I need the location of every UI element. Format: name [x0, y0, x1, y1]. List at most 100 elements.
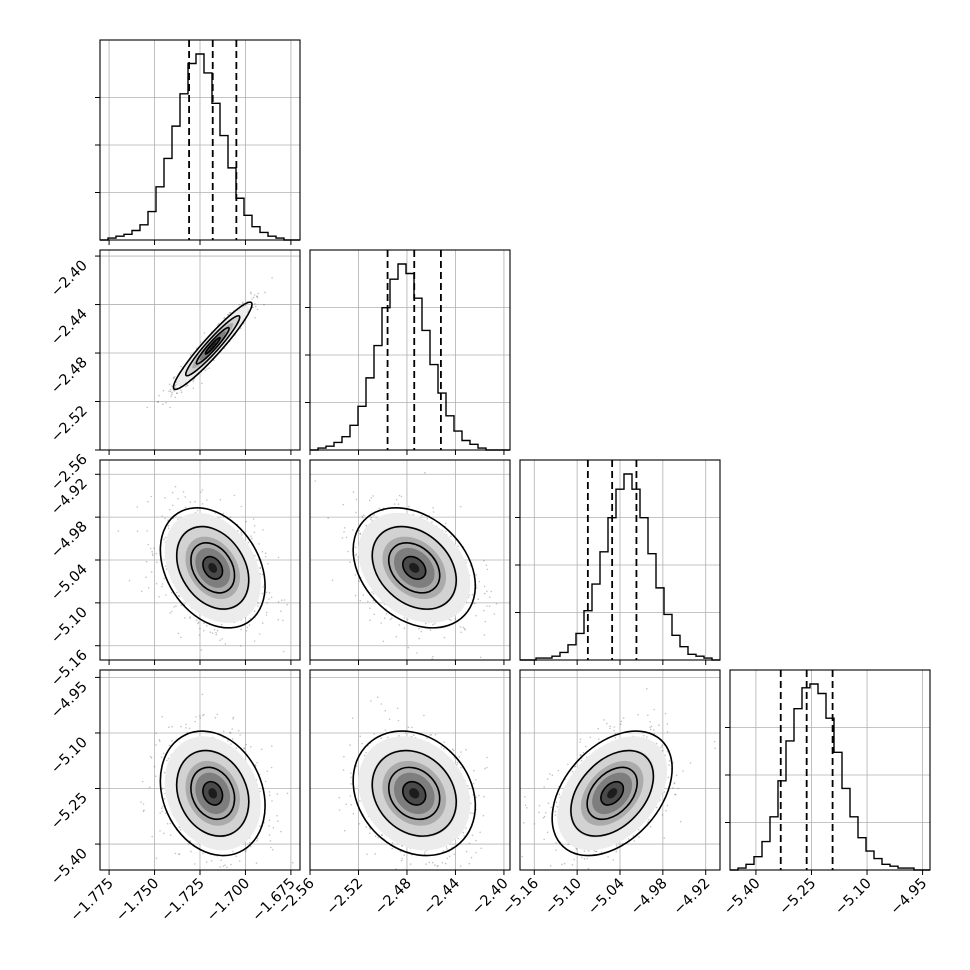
sample-point	[169, 822, 172, 825]
sample-point	[174, 852, 177, 855]
sample-point	[583, 858, 586, 860]
sample-point	[249, 617, 252, 620]
sample-point	[163, 771, 166, 774]
density-level	[409, 788, 420, 799]
panel-frame	[729, 669, 931, 871]
sample-point	[174, 385, 177, 387]
sample-point	[470, 856, 473, 859]
sample-point	[372, 599, 375, 602]
sample-point	[464, 628, 466, 631]
sample-point	[408, 505, 410, 508]
contour-line	[159, 730, 266, 857]
sample-point	[424, 851, 426, 853]
sample-point	[456, 761, 459, 764]
sample-point	[428, 861, 431, 864]
sample-point	[462, 831, 465, 834]
sample-point	[170, 591, 173, 594]
sample-point	[261, 592, 263, 595]
sample-point	[459, 505, 462, 508]
contour-line	[204, 336, 221, 355]
sample-point	[240, 628, 242, 631]
sample-point	[221, 874, 223, 876]
sample-point	[268, 794, 271, 796]
sample-point	[175, 384, 177, 386]
sample-point	[264, 552, 267, 554]
sample-point	[153, 547, 155, 549]
sample-point	[661, 744, 663, 747]
sample-point	[205, 861, 208, 863]
histogram-4	[730, 683, 930, 871]
sample-point	[361, 742, 363, 745]
sample-point	[265, 614, 268, 616]
sample-point	[267, 562, 269, 565]
sample-point	[486, 590, 488, 593]
sample-point	[470, 802, 472, 805]
sample-point	[198, 634, 201, 636]
sample-point	[257, 292, 259, 295]
sample-point	[235, 747, 238, 749]
sample-point	[472, 812, 474, 815]
histogram-3	[520, 473, 720, 661]
sample-point	[261, 573, 264, 576]
sample-point	[238, 303, 240, 306]
sample-point	[573, 858, 575, 861]
sample-point	[450, 619, 452, 621]
density-panel-4-2	[309, 669, 511, 871]
sample-point	[167, 757, 170, 760]
sample-point	[482, 814, 485, 817]
sample-point	[169, 390, 172, 393]
sample-point	[222, 730, 225, 732]
sample-point	[355, 554, 357, 557]
sample-point	[145, 560, 148, 563]
sample-point	[391, 841, 394, 844]
sample-point	[345, 803, 348, 805]
sample-point	[199, 715, 201, 717]
sample-point	[490, 590, 493, 593]
sample-point	[365, 524, 368, 527]
sample-point	[341, 537, 344, 539]
sample-point	[493, 613, 496, 615]
sample-point	[237, 729, 240, 732]
sample-point	[411, 726, 413, 729]
sample-point	[426, 737, 428, 739]
sample-point	[146, 406, 148, 409]
sample-point	[483, 609, 485, 612]
sample-point	[369, 607, 371, 610]
sample-point	[606, 722, 608, 725]
sample-point	[486, 605, 488, 607]
sample-point	[451, 846, 453, 849]
sample-point	[203, 713, 205, 716]
sample-point	[151, 553, 154, 555]
contour-line	[172, 301, 253, 391]
sample-point	[240, 505, 243, 508]
sample-point	[416, 652, 418, 654]
sample-point	[231, 728, 233, 730]
sample-point	[359, 735, 362, 738]
sample-point	[646, 736, 648, 738]
sample-point	[423, 853, 426, 855]
sample-point	[272, 848, 274, 851]
sample-point	[195, 716, 197, 718]
contour-line	[401, 555, 427, 580]
contour-line	[184, 314, 241, 377]
sample-point	[167, 527, 170, 529]
sample-point	[668, 764, 670, 766]
sample-point	[177, 595, 180, 597]
sample-point	[180, 725, 182, 728]
sample-point	[349, 744, 351, 746]
sample-point	[677, 787, 679, 790]
sample-point	[451, 748, 454, 750]
sample-point	[163, 832, 165, 835]
sample-point	[184, 506, 187, 509]
sample-point	[445, 530, 447, 533]
sample-point	[224, 864, 226, 866]
sample-point	[176, 591, 178, 594]
sample-point	[160, 756, 163, 758]
sample-point	[454, 618, 456, 620]
sample-point	[622, 842, 624, 845]
sample-point	[151, 550, 153, 553]
sample-point	[343, 531, 345, 533]
sample-point	[223, 317, 225, 320]
density-content	[520, 670, 720, 870]
